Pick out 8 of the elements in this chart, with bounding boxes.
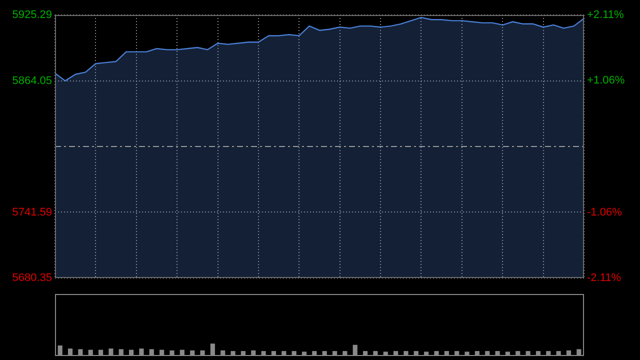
y2-tick-label: -2.11% bbox=[587, 272, 622, 284]
y2-tick-label: +1.06% bbox=[587, 74, 625, 86]
y-tick-label: 5864.05 bbox=[12, 74, 52, 87]
y2-tick-label: -1.06% bbox=[587, 206, 622, 219]
y-tick-label: 5925.29 bbox=[12, 9, 52, 22]
y-tick-label: 5741.59 bbox=[12, 206, 52, 218]
y-tick-label: 5680.35 bbox=[12, 272, 52, 284]
y2-tick-label: +2.11% bbox=[587, 9, 624, 22]
